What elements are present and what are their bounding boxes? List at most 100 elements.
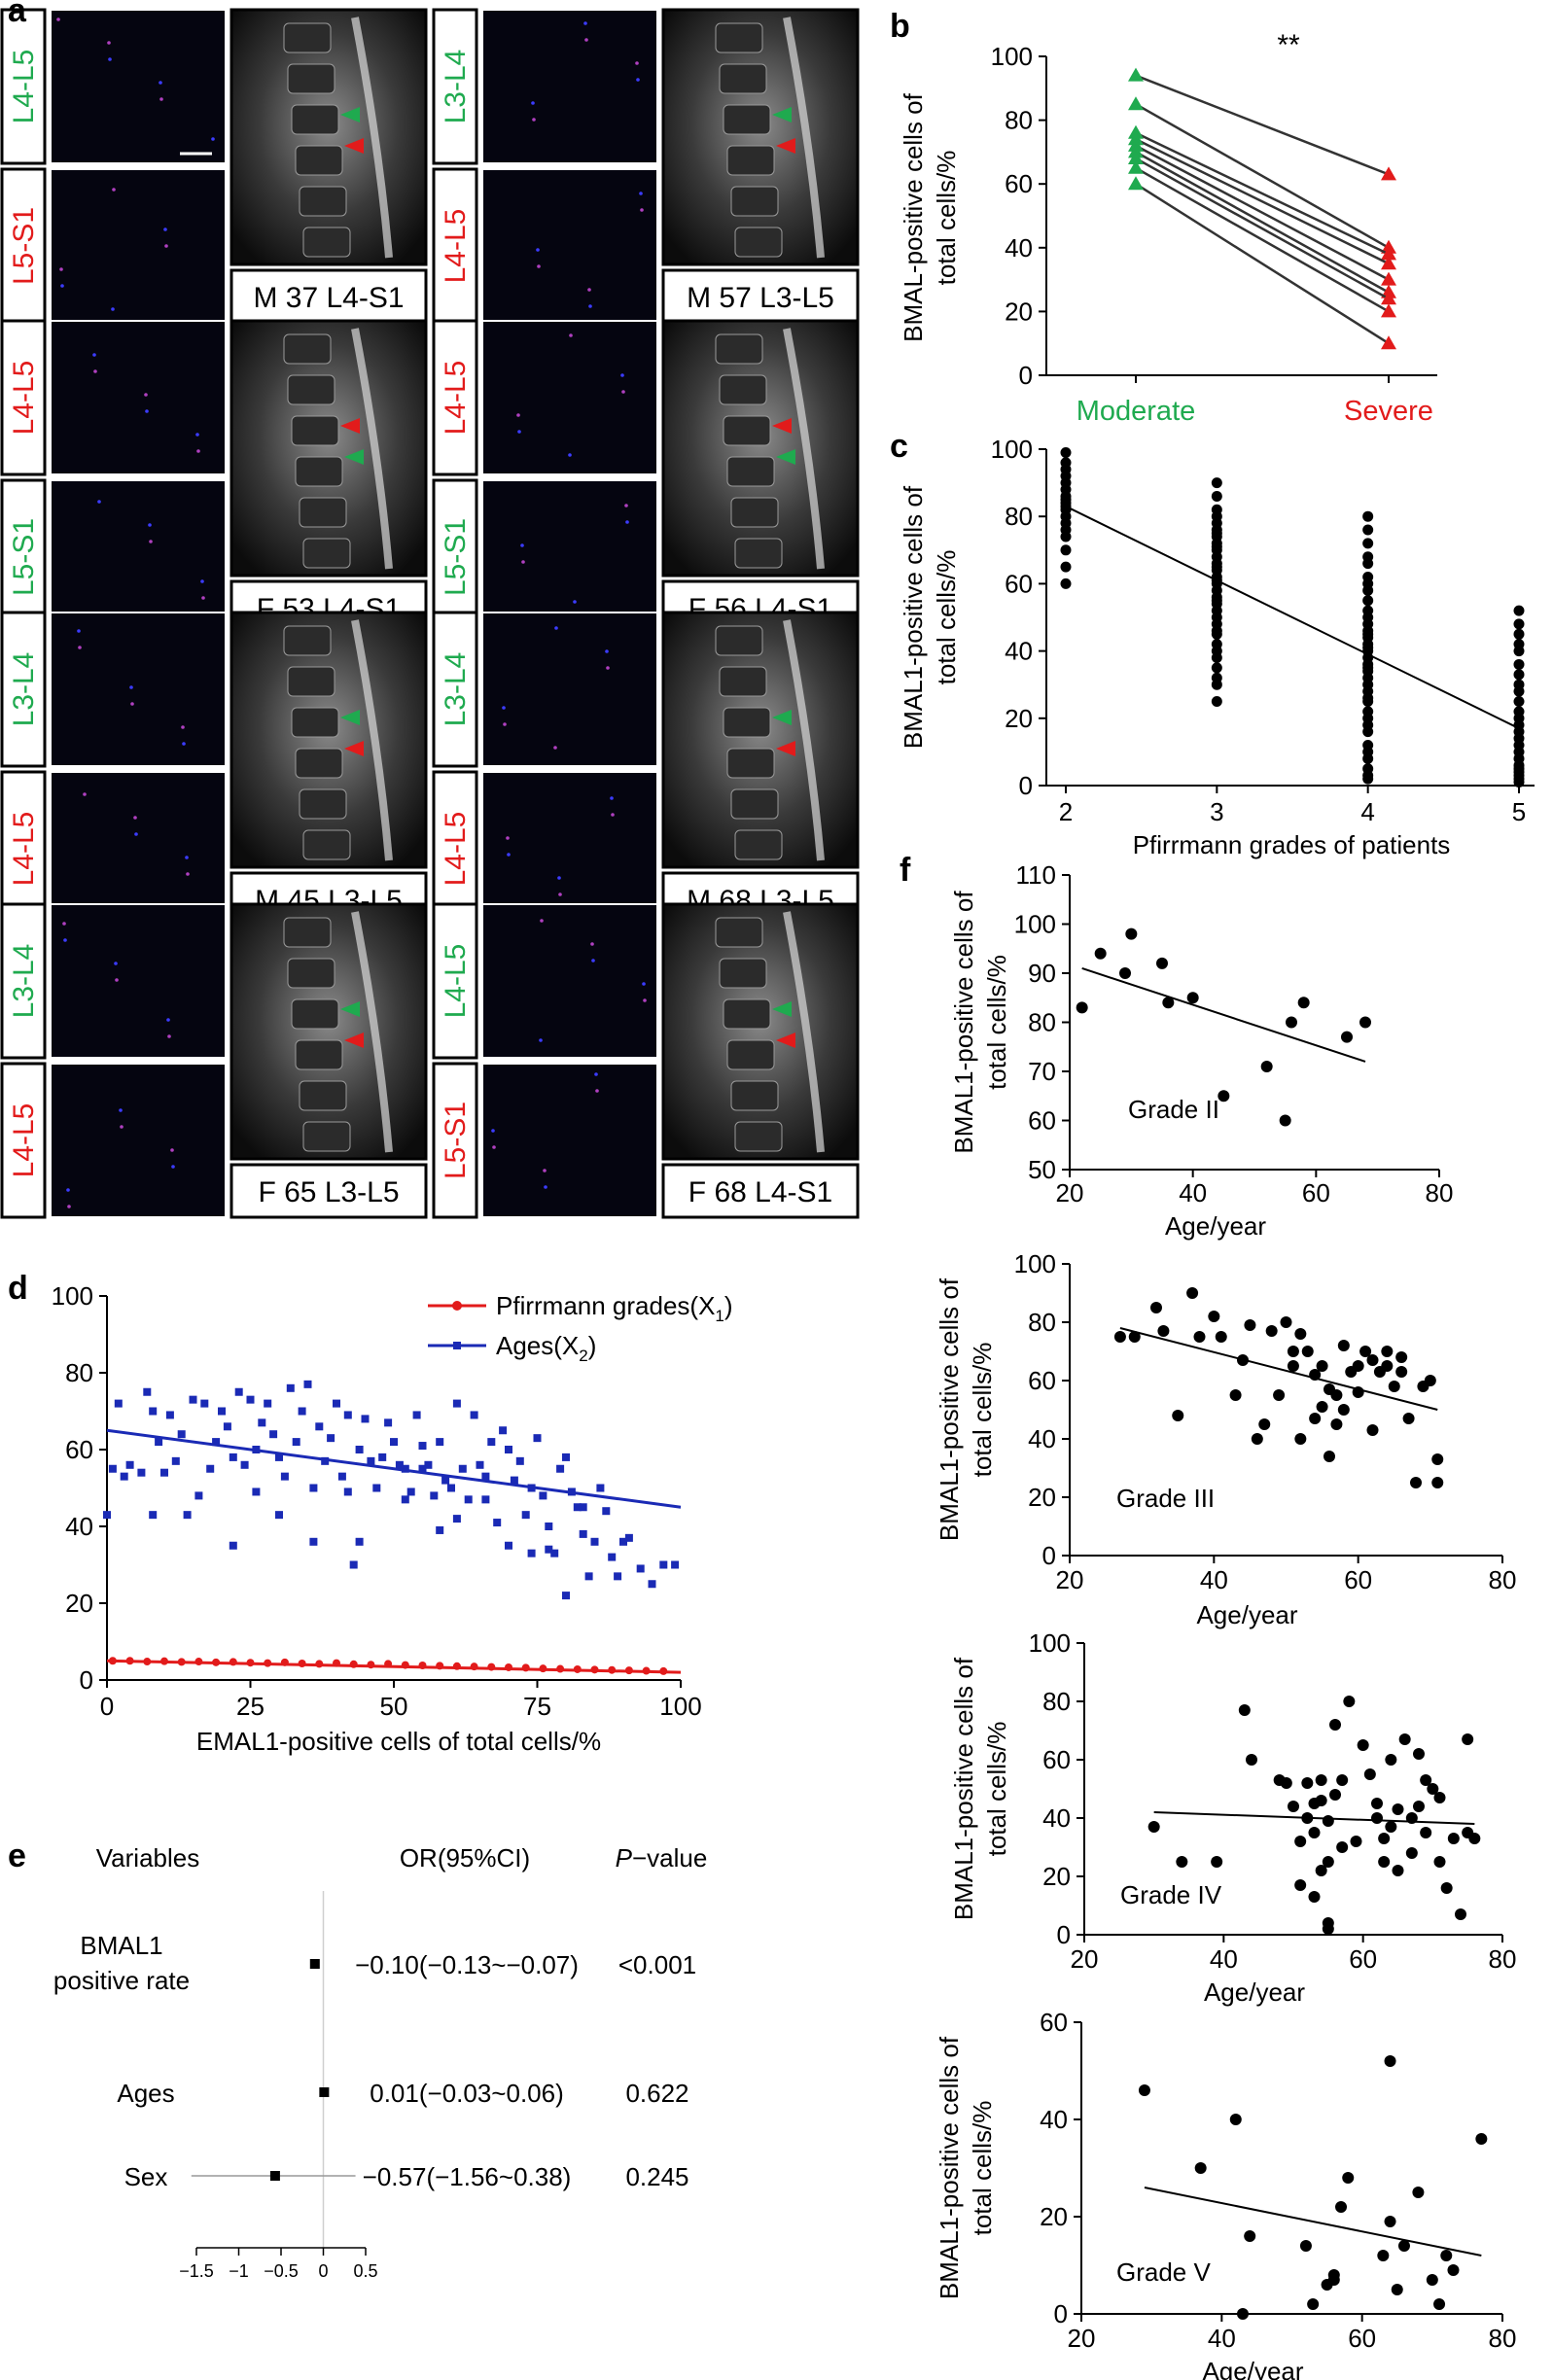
nuclei-dot xyxy=(568,453,572,457)
vertebra-shape xyxy=(726,1039,775,1070)
data-point-ages xyxy=(361,1415,370,1423)
data-point-ages xyxy=(579,1503,587,1512)
data-point-ages xyxy=(510,1476,518,1485)
data-point xyxy=(1362,584,1374,596)
data-point xyxy=(1128,67,1144,82)
data-point xyxy=(1475,2133,1488,2145)
data-point xyxy=(1513,777,1525,788)
level-tag-box xyxy=(432,319,478,476)
data-point xyxy=(1378,1833,1391,1844)
nuclei-dot xyxy=(517,430,521,434)
data-point-ages xyxy=(545,1545,553,1554)
fit-line xyxy=(1119,1327,1438,1411)
data-point-ages xyxy=(177,1430,186,1439)
data-point-ages xyxy=(487,1438,496,1447)
y-tick-label: 60 xyxy=(1042,1745,1071,1774)
data-point xyxy=(1260,1060,1273,1072)
data-point-ages xyxy=(160,1468,168,1477)
fit-line xyxy=(1153,1811,1475,1825)
x-tick-label: 50 xyxy=(380,1692,408,1721)
data-point xyxy=(1208,1311,1220,1322)
data-point-ages xyxy=(527,1549,536,1558)
data-point xyxy=(1229,1389,1242,1401)
y-axis-label: BMAL1-positive cells of xyxy=(949,891,978,1154)
x-axis-label: Age/year xyxy=(1196,1600,1297,1629)
data-point-ages xyxy=(252,1488,261,1496)
data-point xyxy=(1336,1841,1349,1853)
nuclei-dot xyxy=(77,629,81,633)
p-value: 0.622 xyxy=(625,2079,688,2108)
data-point-ages xyxy=(545,1522,553,1530)
vertebra-shape xyxy=(295,748,343,779)
nuclei-dot xyxy=(62,922,66,926)
fluorescence-image xyxy=(50,1063,227,1218)
data-point-ages xyxy=(194,1491,203,1500)
data-point-ages xyxy=(349,1560,358,1569)
data-point xyxy=(1352,1360,1364,1372)
data-point xyxy=(1162,997,1175,1009)
nuclei-dot xyxy=(553,746,557,750)
level-tag-box xyxy=(0,1062,47,1219)
vertebra-shape xyxy=(302,1121,351,1152)
vertebra-shape xyxy=(299,497,347,528)
x-axis-label: Age/year xyxy=(1202,2357,1303,2380)
data-point-ages xyxy=(327,1434,335,1443)
nuclei-dot xyxy=(639,192,643,195)
data-point xyxy=(1412,2187,1425,2198)
nuclei-dot xyxy=(148,523,152,527)
data-point-ages xyxy=(430,1491,439,1500)
data-point xyxy=(1337,1404,1350,1416)
data-point xyxy=(1391,2284,1403,2295)
row-label: Sex xyxy=(124,2162,168,2191)
vertebra-shape xyxy=(715,333,763,365)
data-point-ages xyxy=(584,1572,593,1581)
nuclei-dot xyxy=(196,449,200,453)
level-tag-box xyxy=(0,319,47,476)
data-point xyxy=(1427,1783,1439,1795)
mri-image xyxy=(229,611,428,869)
x-tick-label: 60 xyxy=(1349,1944,1377,1974)
nuclei-dot xyxy=(170,1148,174,1152)
nuclei-dot xyxy=(56,18,60,21)
data-point xyxy=(1294,1328,1307,1340)
nuclei-dot xyxy=(145,409,149,413)
nuclei-dot xyxy=(605,649,609,653)
vertebra-shape xyxy=(291,104,339,135)
data-point xyxy=(1113,1331,1126,1343)
x-tick-label: 0.5 xyxy=(353,2261,377,2281)
header-p-value: P−value xyxy=(616,1843,708,1872)
vertebra-shape xyxy=(723,707,771,738)
data-point xyxy=(1440,1882,1453,1894)
data-point xyxy=(1362,524,1374,536)
data-point xyxy=(1076,1001,1088,1014)
data-point-ages xyxy=(343,1488,352,1496)
mri-image xyxy=(229,902,428,1161)
fluorescence-image xyxy=(50,479,227,635)
fluorescence-image xyxy=(481,771,658,927)
pair-line xyxy=(1135,157,1390,300)
nuclei-dot xyxy=(643,998,647,1002)
data-point-ages xyxy=(619,1537,627,1546)
data-point xyxy=(1286,1016,1297,1029)
data-point xyxy=(1330,1389,1343,1401)
data-point xyxy=(1468,1833,1481,1844)
spinal-canal xyxy=(783,17,825,259)
data-point xyxy=(1315,1774,1327,1786)
nuclei-dot xyxy=(507,853,511,857)
y-tick-label: 100 xyxy=(991,435,1033,464)
vertebra-shape xyxy=(291,707,339,738)
level-tag-box xyxy=(0,902,47,1060)
data-point xyxy=(1366,1354,1379,1366)
fluorescence-image xyxy=(50,168,227,324)
fluorescence-image xyxy=(50,903,227,1059)
arrow-top xyxy=(340,1001,360,1017)
nuclei-dot xyxy=(573,600,577,604)
row-label: BMAL1 xyxy=(80,1931,162,1960)
data-point xyxy=(1362,726,1374,738)
arrow-bottom xyxy=(776,449,795,465)
fluorescence-image xyxy=(481,320,658,475)
nuclei-dot xyxy=(584,38,588,42)
